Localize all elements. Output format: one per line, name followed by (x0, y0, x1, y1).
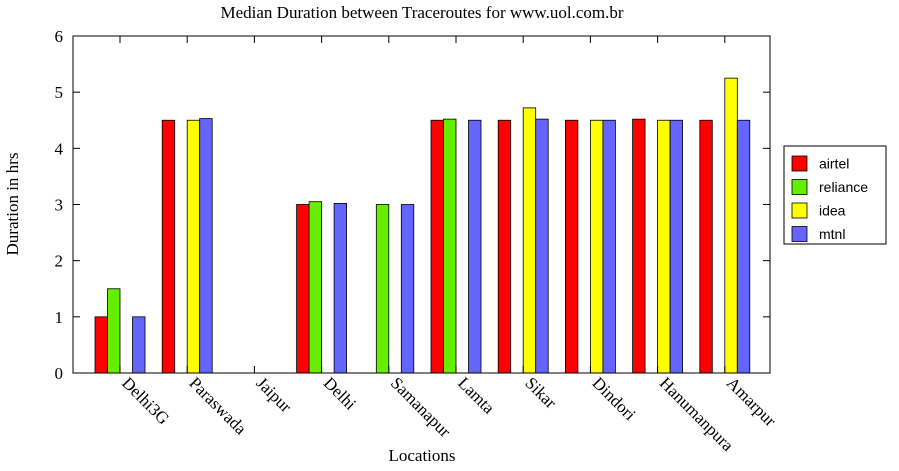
x-tick-label-dindori: Dindori (589, 373, 640, 424)
bar-reliance-delhi (308, 201, 323, 374)
y-tick-label: 2 (55, 252, 64, 271)
bar-airtel-dindori (565, 119, 579, 374)
bar-mtnl-hanumanpura (669, 119, 683, 374)
x-tick-label-lamta: Lamta (454, 373, 498, 417)
bar-airtel-lamta (430, 119, 444, 374)
bar-airtel-amarpur (699, 119, 713, 374)
bar-reliance-samanapur (375, 204, 390, 374)
bar-mtnl-dindori (602, 119, 616, 374)
bar-mtnl-samanapur (400, 204, 415, 374)
bar-airtel-delhi (296, 204, 310, 374)
bar-airtel-sikar (497, 119, 512, 374)
bar-idea-paraswada (186, 119, 201, 374)
bar-mtnl-delhi (333, 202, 348, 374)
bar-idea-sikar (522, 107, 537, 374)
bar-reliance-lamta (443, 118, 457, 374)
x-tick-label-delhi: Delhi (320, 373, 360, 413)
bar-idea-dindori (590, 119, 604, 374)
legend-swatch-reliance (791, 179, 808, 195)
legend-label-idea: idea (819, 203, 846, 219)
chart-title: Median Duration between Traceroutes for … (220, 3, 623, 22)
bar-idea-hanumanpura (657, 119, 671, 374)
legend-label-reliance: reliance (819, 179, 868, 195)
legend-label-mtnl: mtnl (819, 226, 845, 242)
bars-group (94, 77, 751, 374)
y-tick-label: 3 (55, 196, 64, 215)
bar-mtnl-sikar (535, 118, 549, 374)
legend-swatch-mtnl (791, 226, 808, 242)
y-tick-label: 4 (55, 139, 64, 158)
x-tick-label-paraswada: Paraswada (185, 373, 250, 438)
bar-airtel-hanumanpura (632, 118, 646, 374)
x-tick-label-amarpur: Amarpur (723, 373, 780, 430)
bar-airtel-delhi3g (94, 316, 108, 374)
y-axis-label: Duration in hrs (3, 153, 22, 256)
legend-swatch-airtel (791, 155, 808, 172)
y-tick-label: 6 (55, 27, 64, 46)
y-axis: 0 1 2 3 4 5 6 (55, 27, 770, 383)
x-axis-label: Locations (388, 446, 455, 465)
x-tick-label-samanapur: Samanapur (387, 373, 455, 441)
bar-idea-amarpur (724, 77, 738, 374)
bar-reliance-delhi3g (107, 288, 121, 374)
bar-mtnl-paraswada (199, 118, 213, 374)
legend: airtel reliance idea mtnl (783, 145, 887, 245)
y-tick-label: 5 (55, 83, 64, 102)
bar-mtnl-delhi3g (132, 316, 146, 374)
x-tick-label-jaipur: Jaipur (253, 373, 296, 416)
legend-swatch-idea (791, 202, 808, 219)
y-tick-label: 1 (55, 308, 64, 327)
y-tick-label: 0 (55, 364, 64, 383)
legend-label-airtel: airtel (819, 156, 849, 172)
bar-airtel-paraswada (161, 119, 176, 374)
bar-mtnl-lamta (468, 119, 482, 374)
x-tick-label-sikar: Sikar (521, 373, 560, 412)
x-tick-label-delhi3g: Delhi3G (118, 373, 173, 428)
bar-mtnl-amarpur (736, 119, 751, 374)
